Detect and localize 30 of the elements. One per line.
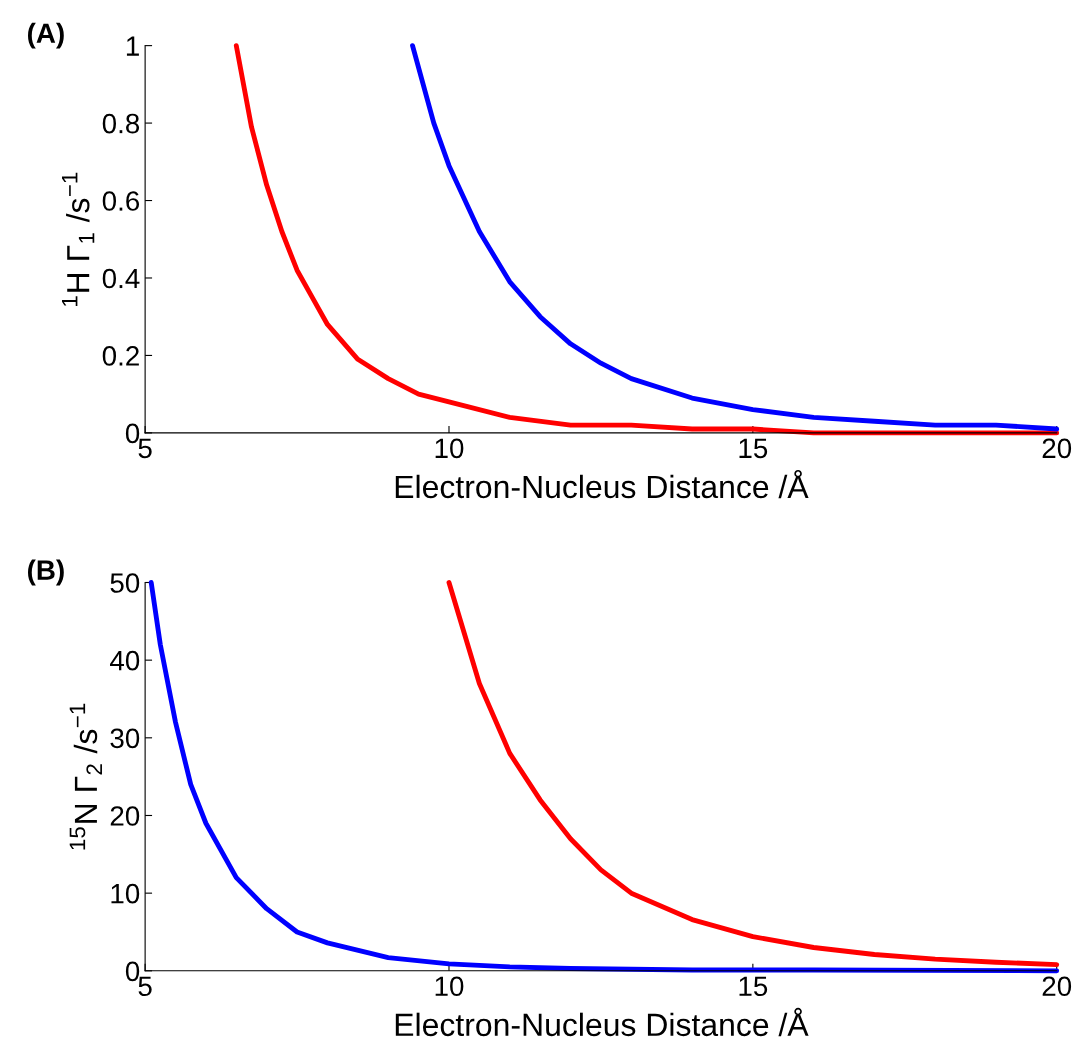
x-tick-label: 5 — [138, 976, 152, 997]
y-tick-label: 0 — [125, 423, 140, 444]
x-tick-label: 15 — [739, 438, 768, 459]
line-series — [148, 580, 1060, 974]
y-tick-label: 0.6 — [102, 191, 140, 211]
chart-title: (B) — [28, 559, 64, 586]
y-tick-label: 50 — [110, 573, 140, 593]
y-axis-title: $^{15}$N Γ$_{2}$ /s$^{−1}$ — [69, 703, 102, 850]
y-axis-title: $^{1}$H Γ$_{1}$ /s$^{−1}$ — [62, 172, 95, 306]
y-tick-label: 0 — [125, 961, 140, 982]
y-tick-label: 0.4 — [102, 268, 140, 289]
y-tick-label: 0.2 — [102, 346, 139, 366]
x-axis-title: Electron-Nucleus Distance /Å — [395, 1007, 809, 1037]
x-tick-label: 10 — [435, 976, 464, 997]
x-tick-label: 15 — [739, 976, 768, 997]
y-tick-label: 1 — [126, 36, 139, 56]
x-tick-label: 10 — [435, 438, 464, 459]
line-series — [410, 43, 1060, 432]
y-tick-label: 10 — [111, 883, 140, 904]
chart-title: (A) — [28, 22, 64, 49]
x-axis-title: Electron-Nucleus Distance /Å — [395, 469, 809, 499]
x-tick-label: 20 — [1042, 976, 1072, 997]
y-tick-label: 20 — [110, 806, 140, 826]
y-tick-label: 30 — [110, 728, 140, 749]
line-series — [233, 43, 1060, 436]
x-tick-label: 5 — [138, 438, 152, 459]
x-tick-label: 20 — [1042, 438, 1072, 459]
line-series — [446, 580, 1060, 968]
y-tick-label: 40 — [110, 650, 140, 671]
y-tick-label: 0.8 — [102, 113, 140, 134]
